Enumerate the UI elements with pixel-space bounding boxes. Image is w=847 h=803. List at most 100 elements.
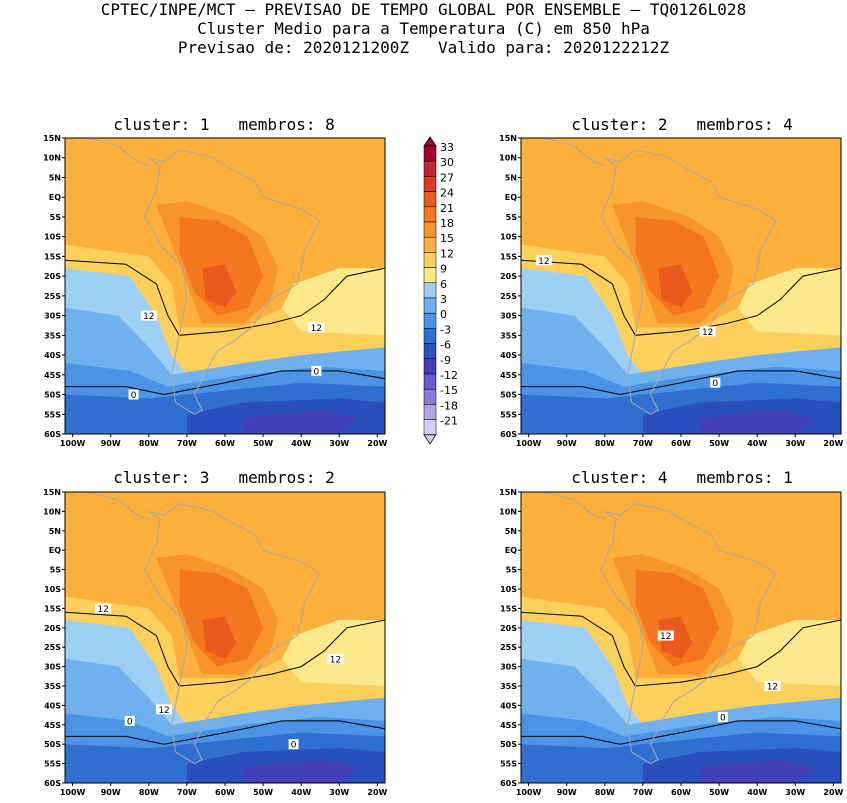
colorbar-swatch <box>423 282 437 299</box>
contour-label-box <box>764 681 781 691</box>
colorbar-label: 30 <box>440 156 454 169</box>
lat-tick-label: 60S <box>44 779 61 788</box>
lon-tick-label: 90W <box>557 439 577 448</box>
colorbar-label: -9 <box>440 354 451 367</box>
lat-tick-label: 45S <box>44 721 61 730</box>
contour-label: 12 <box>702 328 713 338</box>
colorbar-label: -12 <box>440 369 458 382</box>
colorbar-swatch <box>423 176 437 192</box>
colorbar-label: 15 <box>440 232 454 245</box>
lat-tick-label: 25S <box>44 292 61 301</box>
contour-label: 0 <box>127 717 133 727</box>
colorbar-label: 12 <box>440 247 454 260</box>
lat-tick-label: 45S <box>44 371 61 380</box>
lon-tick-label: 50W <box>709 788 729 797</box>
colorbar-label: -3 <box>440 323 451 336</box>
lat-tick-label: 40S <box>44 351 61 360</box>
lon-tick-label: 50W <box>253 788 273 797</box>
contour-label: 12 <box>330 655 341 665</box>
panel-3-title: cluster: 3 membros: 2 <box>113 468 335 487</box>
lat-tick-label: EQ <box>49 546 61 555</box>
colorbar-swatch <box>423 221 437 238</box>
contour-label: 12 <box>538 257 549 267</box>
lat-tick-label: 20S <box>500 624 517 633</box>
lat-tick-label: 10S <box>44 585 61 594</box>
contour-label-box <box>710 377 721 388</box>
lon-tick-label: 40W <box>291 439 311 448</box>
lon-tick-label: 40W <box>747 788 767 797</box>
contour-label-box <box>699 326 716 337</box>
lat-tick-label: 5S <box>506 213 518 222</box>
lat-tick-label: 15S <box>500 252 517 261</box>
lon-tick-label: 70W <box>177 788 197 797</box>
lat-tick-label: 5N <box>505 173 517 182</box>
colorbar-label: 3 <box>440 293 447 306</box>
colorbar-swatch <box>423 404 437 420</box>
colorbar-swatch <box>423 252 437 268</box>
lat-tick-label: 10S <box>44 233 61 242</box>
colorbar-label: 21 <box>440 202 454 215</box>
contour-label-box <box>128 389 139 400</box>
lat-tick-label: 35S <box>500 331 517 340</box>
lat-tick-label: 25S <box>500 292 517 301</box>
colorbar-swatch <box>423 267 437 284</box>
contour-label: 0 <box>314 367 320 377</box>
lon-tick-label: 70W <box>177 439 197 448</box>
lon-tick-label: 50W <box>709 439 729 448</box>
contour-label-box <box>124 715 135 726</box>
lon-tick-label: 100W <box>516 788 542 797</box>
lon-tick-label: 100W <box>60 439 86 448</box>
colorbar-swatch <box>423 236 437 253</box>
lat-tick-label: 10N <box>499 507 517 516</box>
contour-label-box <box>288 739 299 750</box>
lat-tick-label: 5S <box>506 566 518 575</box>
lat-tick-label: 45S <box>500 371 517 380</box>
contour-label-box <box>657 630 674 641</box>
colorbar-label: 9 <box>440 263 447 276</box>
panel-1-map: 12 12 0 0 15N 10N 5N EQ 5S 10S 15S 20S 25S 30S 35S 40S 4… <box>43 134 387 448</box>
lon-tick-label: 100W <box>516 439 542 448</box>
lat-tick-label: 5N <box>505 527 517 536</box>
lon-tick-label: 60W <box>215 439 235 448</box>
lat-tick-label: EQ <box>49 193 61 202</box>
lat-tick-label: 55S <box>500 760 517 769</box>
lat-tick-label: 15N <box>43 134 61 143</box>
colorbar-swatch <box>423 145 437 162</box>
lat-tick-label: 20S <box>500 272 517 281</box>
header-variable: Cluster Medio para a Temperatura (C) em … <box>197 19 650 38</box>
lat-tick-label: 10S <box>500 585 517 594</box>
lat-tick-label: 50S <box>44 740 61 749</box>
lat-tick-label: 5N <box>49 173 61 182</box>
lon-tick-label: 90W <box>101 439 121 448</box>
lon-tick-label: 90W <box>557 788 577 797</box>
colorbar-swatch <box>423 328 437 344</box>
colorbar-label: 33 <box>440 141 454 154</box>
panel-4-title: cluster: 4 membros: 1 <box>571 468 793 487</box>
colorbar-swatch <box>423 373 437 390</box>
lat-tick-label: 60S <box>500 430 517 439</box>
contour-label: 12 <box>158 706 169 716</box>
lat-tick-label: 10N <box>43 154 61 163</box>
colorbar-swatch <box>423 358 437 375</box>
lon-tick-label: 30W <box>785 439 805 448</box>
lat-tick-label: 40S <box>500 351 517 360</box>
lon-tick-label: 80W <box>139 439 159 448</box>
lat-tick-label: 5S <box>50 566 62 575</box>
lat-tick-label: 30S <box>44 312 61 321</box>
lon-tick-label: 60W <box>671 439 691 448</box>
lon-tick-label: 40W <box>747 439 767 448</box>
lat-tick-label: 55S <box>500 410 517 419</box>
lat-tick-label: 15S <box>44 252 61 261</box>
colorbar-label: -6 <box>440 339 451 352</box>
lat-tick-label: 20S <box>44 272 61 281</box>
lon-tick-label: 30W <box>785 788 805 797</box>
panel-1-title: cluster: 1 membros: 8 <box>113 115 335 134</box>
colorbar-arrow-top <box>423 136 437 147</box>
lon-tick-label: 60W <box>215 788 235 797</box>
panel-3-map: 12 12 12 0 0 15N 10N 5N EQ 5S 10S 15S 20S 25S 30S 35S 40… <box>43 488 387 797</box>
contour-label: 0 <box>712 379 718 389</box>
lat-tick-label: 10S <box>500 233 517 242</box>
panel-4-map: 12 12 0 15N 10N 5N EQ 5S 10S 15S 20S 25S 30S 35S 40S 45… <box>499 488 843 797</box>
contour-label-box <box>311 365 322 376</box>
panel-2-map: 12 12 0 15N 10N 5N EQ 5S 10S 15S 20S 25S 30S 35S 40S 45… <box>499 134 843 448</box>
